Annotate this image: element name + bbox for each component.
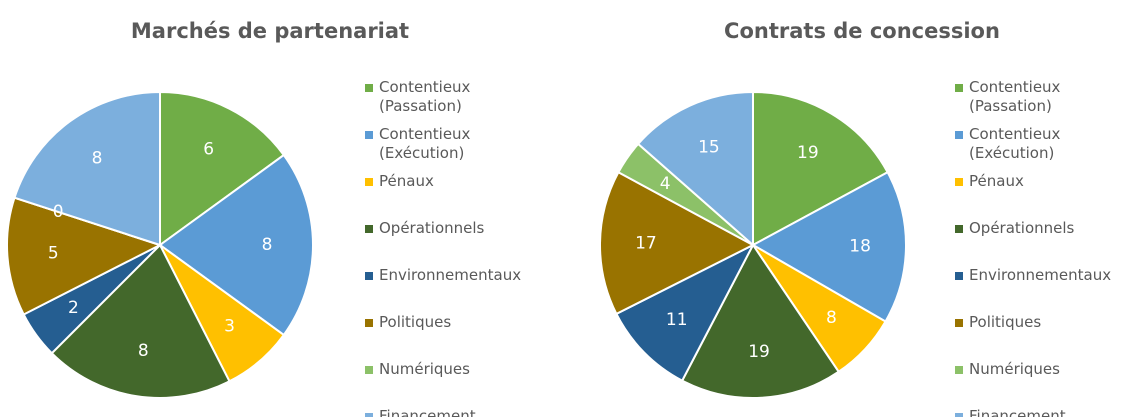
legend-swatch [955,413,963,417]
pie-slice [13,90,161,247]
legend-swatch [365,131,373,139]
pie-slice [680,243,841,399]
legend-label: Contentieux (Passation) [379,78,471,115]
legend-item: Pénaux [955,172,1119,191]
legend-item: Opérationnels [955,219,1119,238]
legend-swatch [365,319,373,327]
data-label: 3 [224,316,235,336]
data-label: 8 [826,308,837,328]
legend-label: Opérationnels [379,219,485,237]
legend-item: Environnementaux [365,266,529,285]
data-label: 4 [660,174,671,194]
legend-swatch [955,366,963,374]
legend-label: Pénaux [379,172,434,190]
legend-swatch [955,84,963,92]
chart-title: Contrats de concession [724,19,1000,43]
legend-label: Contentieux (Passation) [969,78,1061,115]
data-label: 11 [666,310,688,330]
legend-item: Financement [365,407,529,417]
legend-swatch [955,225,963,233]
pie-slice [159,90,286,247]
legend-swatch [365,178,373,186]
legend-swatch [365,413,373,417]
legend-label: Opérationnels [969,219,1075,237]
legend-item: Politiques [955,313,1119,332]
legend-swatch [955,178,963,186]
legend-item: Financement [955,407,1119,417]
data-label: 19 [748,342,770,362]
data-label: 0 [53,202,64,222]
legend-item: Numériques [955,360,1119,379]
legend-swatch [955,131,963,139]
pie-slice [599,170,756,316]
legend-item: Environnementaux [955,266,1119,285]
data-label: 2 [68,298,79,318]
legend-swatch [365,366,373,374]
legend-label: Numériques [379,360,470,378]
pie-slice [752,90,889,247]
legend-swatch [365,272,373,280]
legend-swatch [955,272,963,280]
legend-item: Numériques [365,360,529,379]
pie-slice [50,243,231,399]
legend-label: Numériques [969,360,1060,378]
legend-item: Contentieux (Passation) [365,78,529,116]
legend-label: Financement [969,407,1066,417]
legend-swatch [365,225,373,233]
pie-slice [6,196,163,316]
data-label: 18 [849,237,871,257]
legend-item: Pénaux [365,172,529,191]
data-label: 5 [48,243,59,263]
data-label: 15 [698,137,720,157]
legend-item: Politiques [365,313,529,332]
data-label: 8 [138,341,149,361]
legend-item: Contentieux (Exécution) [365,125,529,163]
data-label: 6 [203,140,214,160]
data-label: 8 [92,148,103,168]
legend-label: Politiques [969,313,1042,331]
pie-slice [750,170,907,323]
pie-slice [158,153,314,337]
legend-label: Politiques [379,313,452,331]
legend-label: Environnementaux [379,266,522,284]
legend-swatch [365,84,373,92]
chart-title: Marchés de partenariat [131,19,409,43]
legend-label: Contentieux (Exécution) [969,125,1061,162]
data-label: 17 [635,233,657,253]
legend-label: Pénaux [969,172,1024,190]
data-label: 8 [262,235,273,255]
legend-item: Opérationnels [365,219,529,238]
legend-item: Contentieux (Passation) [955,78,1119,116]
legend-item: Contentieux (Exécution) [955,125,1119,163]
data-label: 19 [797,143,819,163]
pie-slice [636,90,754,248]
pie-slice [615,242,756,382]
legend-label: Contentieux (Exécution) [379,125,471,162]
legend-swatch [955,319,963,327]
legend-label: Financement [379,407,476,417]
legend-label: Environnementaux [969,266,1112,284]
